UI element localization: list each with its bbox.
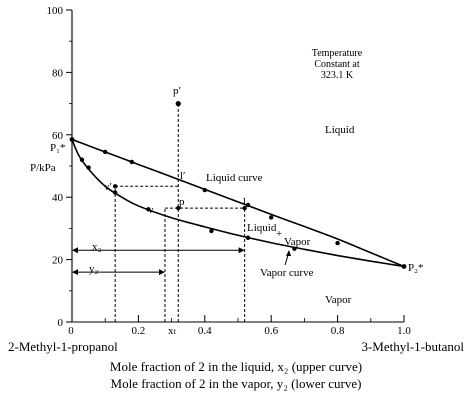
point-label-l: l (243, 196, 246, 208)
vapor-data-point (209, 228, 214, 234)
point-label-p-prime: p′ (173, 85, 181, 97)
vapor-data-point (146, 207, 151, 212)
p2-label: P₂* (408, 262, 423, 274)
point-label-p: p (179, 196, 185, 208)
y-axis-label: P/kPa (30, 162, 56, 174)
y2-arrow-head-right (158, 269, 165, 276)
x-tick-label: 0.4 (198, 325, 212, 337)
vapor-curve-label: Vapor curve (260, 267, 314, 279)
point-label-v: v (148, 204, 154, 216)
liquid-data-point (269, 215, 274, 220)
curves (71, 138, 405, 268)
liquid-data-point (129, 159, 134, 165)
x-tick-label: 0 (68, 325, 74, 337)
liquid-data-point (202, 187, 207, 193)
point-label-l-prime: l′ (180, 170, 185, 182)
x-tick-label: 0.6 (264, 325, 278, 337)
ticks: 0 20 40 60 80 100 0 0.2 0.4 0.6 0.8 1.0 (47, 5, 412, 337)
y2-arrow-label: y₂ (89, 263, 99, 275)
y-tick-label: 0 (58, 317, 64, 329)
x-axis-left-compound: 2-Methyl-1-propanol (8, 339, 118, 354)
liquid-region-label: Liquid (325, 124, 355, 136)
y-tick-label: 60 (52, 130, 64, 142)
x-axis-label-vapor: Mole fraction of 2 in the vapor, y₂ (low… (111, 376, 362, 391)
x-tick-label: 0.2 (132, 325, 146, 337)
v-prime-point (112, 184, 118, 189)
xT-tick-label: xₜ (168, 325, 177, 337)
annotation-line-3: 323.1 K (321, 70, 354, 81)
x-axis-right-compound: 3-Methyl-1-butanol (361, 339, 464, 354)
annotation-line-2: Constant at (314, 59, 359, 70)
x2-arrow-head-left (72, 247, 78, 254)
vapor-curve-pointer-head (286, 250, 291, 256)
x-tick-label: 1.0 (397, 325, 411, 337)
y-tick-label: 40 (52, 192, 64, 204)
annotation-line-1: Temperature (312, 48, 363, 59)
vapor-data-point (79, 157, 85, 162)
vapor-data-point (86, 165, 91, 170)
x-tick-label: 0.8 (331, 325, 345, 337)
two-phase-label-plus: + (276, 228, 282, 240)
vapor-data-point (245, 235, 251, 240)
x2-arrow-head-right (238, 247, 245, 254)
x-axis-label-liquid: Mole fraction of 2 in the liquid, x₂ (up… (110, 359, 362, 374)
liquid-curve-line (71, 138, 405, 268)
l-point (242, 205, 247, 211)
vapor-curve-line (71, 139, 405, 268)
liquid-data-point (245, 202, 251, 208)
liquid-curve-label: Liquid curve (206, 172, 263, 184)
p-point (176, 205, 181, 211)
liquid-data-point (335, 240, 340, 246)
p2-point (401, 264, 407, 269)
x2-arrow-label: x₂ (92, 241, 102, 253)
y-tick-label: 100 (47, 5, 64, 17)
two-phase-label-liquid: Liquid (247, 222, 277, 234)
y2-arrow-head-left (72, 269, 78, 276)
y-tick-label: 20 (52, 255, 64, 267)
guide-lines (72, 103, 246, 322)
point-label-v-prime: v′ (104, 181, 112, 193)
vapor-region-label: Vapor (325, 294, 352, 306)
liquid-data-point (103, 149, 108, 155)
markers (69, 101, 407, 269)
p-prime-point (175, 101, 181, 107)
p1-label: P₁* (50, 142, 65, 154)
vapor-data-point (292, 246, 297, 251)
two-phase-label-vapor: Vapor (284, 236, 311, 248)
y-tick-label: 80 (52, 67, 64, 79)
p1-point (69, 137, 75, 142)
vapor-data-point (112, 190, 118, 195)
